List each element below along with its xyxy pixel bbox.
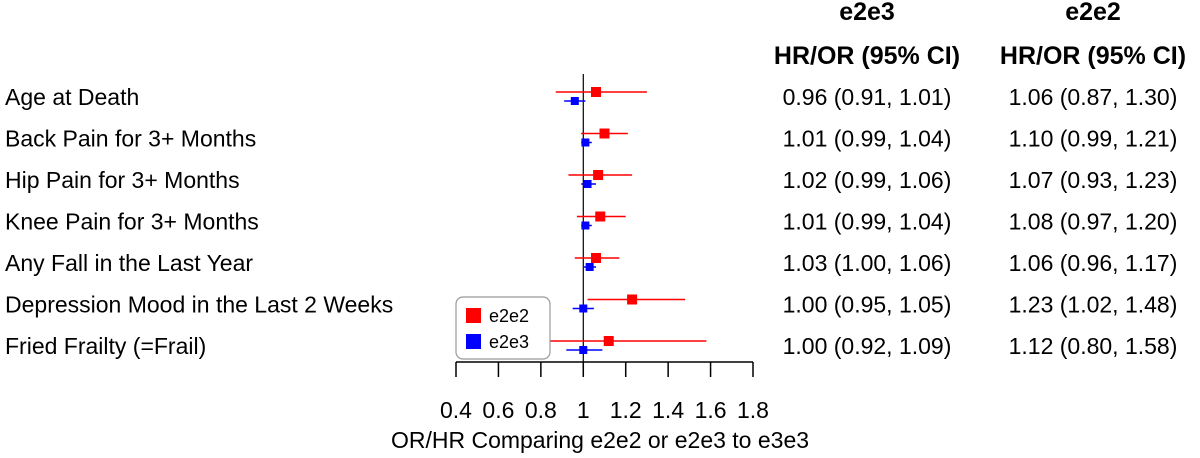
point-e2e2-age-at-death bbox=[591, 87, 602, 97]
point-e2e3-fried-frailty-frail bbox=[579, 346, 588, 354]
legend-label-e2e3: e2e3 bbox=[489, 332, 529, 352]
legend-label-e2e2: e2e2 bbox=[489, 306, 529, 326]
row-label-fried-frailty-frail: Fried Frailty (=Frail) bbox=[5, 333, 206, 359]
ci-text-e2e3-back-pain-for-3-months: 1.01 (0.99, 1.04) bbox=[783, 126, 952, 152]
ci-text-e2e3-knee-pain-for-3-months: 1.01 (0.99, 1.04) bbox=[783, 209, 952, 235]
ci-text-e2e2-back-pain-for-3-months: 1.10 (0.99, 1.21) bbox=[1009, 126, 1178, 152]
x-tick-label-0: 0.4 bbox=[440, 397, 472, 423]
x-axis-label: OR/HR Comparing e2e2 or e2e3 to e3e3 bbox=[391, 427, 809, 453]
point-e2e2-hip-pain-for-3-months bbox=[593, 170, 604, 180]
point-e2e2-depression-mood-in-the-last-2-weeks bbox=[627, 294, 638, 305]
legend-swatch-e2e2 bbox=[466, 308, 481, 323]
x-tick-label-5: 1.4 bbox=[652, 397, 684, 423]
col-group-e2e2: e2e2 bbox=[1065, 0, 1121, 26]
ci-text-e2e2-depression-mood-in-the-last-2-weeks: 1.23 (1.02, 1.48) bbox=[1009, 292, 1178, 318]
col-group-e2e3: e2e3 bbox=[839, 0, 895, 26]
ci-text-e2e2-any-fall-in-the-last-year: 1.06 (0.96, 1.17) bbox=[1009, 250, 1178, 276]
col-header-e2e3: HR/OR (95% CI) bbox=[774, 42, 960, 70]
x-tick-label-3: 1 bbox=[577, 397, 590, 423]
point-e2e3-back-pain-for-3-months bbox=[581, 138, 590, 147]
row-label-age-at-death: Age at Death bbox=[5, 84, 139, 110]
point-e2e3-any-fall-in-the-last-year bbox=[585, 263, 594, 271]
point-e2e2-any-fall-in-the-last-year bbox=[591, 253, 602, 263]
legend: e2e2 e2e3 bbox=[455, 296, 551, 360]
x-axis: 0.4 0.6 0.8 1 1.2 1.4 1.6 1.8 bbox=[440, 361, 769, 423]
ci-text-e2e3-hip-pain-for-3-months: 1.02 (0.99, 1.06) bbox=[783, 167, 952, 193]
ci-text-e2e3-depression-mood-in-the-last-2-weeks: 1.00 (0.95, 1.05) bbox=[783, 292, 952, 318]
ci-text-e2e2-age-at-death: 1.06 (0.87, 1.30) bbox=[1009, 84, 1178, 110]
ci-text-e2e3-fried-frailty-frail: 1.00 (0.92, 1.09) bbox=[783, 333, 952, 359]
point-e2e2-fried-frailty-frail bbox=[603, 336, 614, 346]
point-e2e2-back-pain-for-3-months bbox=[599, 128, 610, 139]
legend-swatch-e2e3 bbox=[466, 334, 481, 349]
row-label-depression-mood-in-the-last-2-weeks: Depression Mood in the Last 2 Weeks bbox=[5, 292, 393, 318]
row-label-hip-pain-for-3-months: Hip Pain for 3+ Months bbox=[5, 167, 240, 193]
x-tick-label-7: 1.8 bbox=[737, 397, 769, 423]
x-tick-label-1: 0.6 bbox=[482, 397, 514, 423]
ci-text-e2e3-age-at-death: 0.96 (0.91, 1.01) bbox=[783, 84, 952, 110]
point-e2e3-depression-mood-in-the-last-2-weeks bbox=[579, 304, 588, 313]
point-e2e3-knee-pain-for-3-months bbox=[581, 221, 590, 230]
ci-text-e2e2-fried-frailty-frail: 1.12 (0.80, 1.58) bbox=[1009, 333, 1178, 359]
point-e2e3-hip-pain-for-3-months bbox=[583, 180, 592, 188]
x-tick-label-6: 1.6 bbox=[695, 397, 727, 423]
row-label-any-fall-in-the-last-year: Any Fall in the Last Year bbox=[5, 250, 253, 276]
point-e2e3-age-at-death bbox=[570, 97, 579, 105]
row-label-knee-pain-for-3-months: Knee Pain for 3+ Months bbox=[5, 209, 259, 235]
ci-text-e2e2-knee-pain-for-3-months: 1.08 (0.97, 1.20) bbox=[1009, 209, 1178, 235]
row-label-back-pain-for-3-months: Back Pain for 3+ Months bbox=[5, 126, 256, 152]
forest-rows: Age at Death 0.96 (0.91, 1.01) 1.06 (0.87,… bbox=[5, 84, 1177, 359]
x-tick-label-2: 0.8 bbox=[525, 397, 557, 423]
x-tick-label-4: 1.2 bbox=[610, 397, 642, 423]
col-header-e2e2: HR/OR (95% CI) bbox=[1000, 42, 1186, 70]
point-e2e2-knee-pain-for-3-months bbox=[595, 211, 606, 222]
ci-text-e2e2-hip-pain-for-3-months: 1.07 (0.93, 1.23) bbox=[1009, 167, 1178, 193]
ci-text-e2e3-any-fall-in-the-last-year: 1.03 (1.00, 1.06) bbox=[783, 250, 952, 276]
